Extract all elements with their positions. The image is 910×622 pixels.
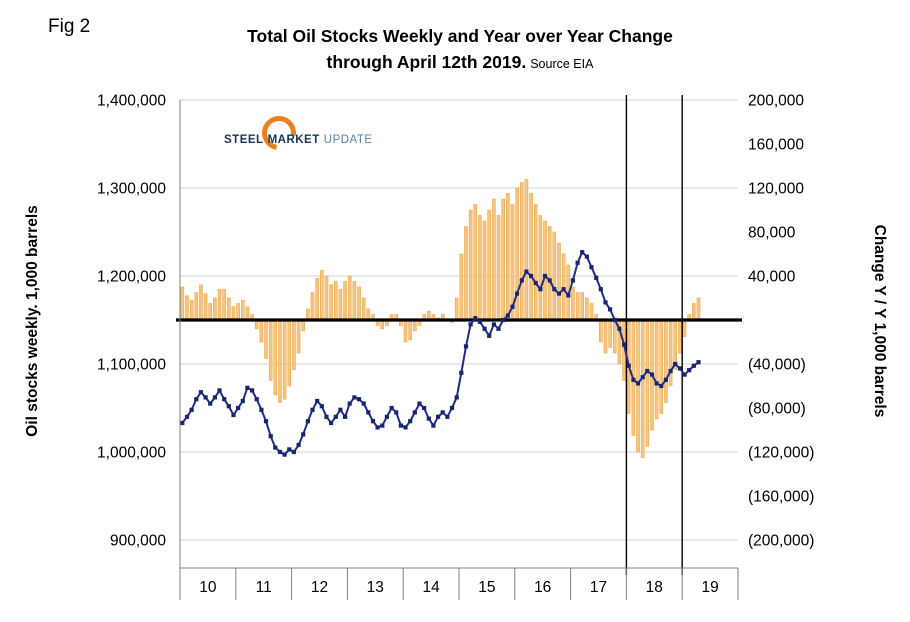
svg-text:(80,000): (80,000) <box>748 401 806 418</box>
svg-text:160,000: 160,000 <box>748 137 804 154</box>
source-label: Source EIA <box>530 57 594 71</box>
svg-text:120,000: 120,000 <box>748 181 804 198</box>
svg-text:13: 13 <box>367 579 384 596</box>
svg-text:11: 11 <box>256 579 272 596</box>
chart-title-line2-wrap: through April 12th 2019. Source EIA <box>120 52 800 73</box>
svg-text:16: 16 <box>534 579 551 596</box>
svg-text:17: 17 <box>590 579 607 596</box>
svg-text:1,200,000: 1,200,000 <box>97 269 166 286</box>
svg-text:80,000: 80,000 <box>748 225 796 242</box>
logo-word-market: MARKET <box>267 134 320 146</box>
smu-logo-text: STEEL MARKET UPDATE <box>224 134 373 146</box>
svg-text:10: 10 <box>199 579 217 596</box>
svg-text:(200,000): (200,000) <box>748 533 814 550</box>
figure-label: Fig 2 <box>48 16 91 37</box>
svg-text:1,400,000: 1,400,000 <box>97 93 166 110</box>
stocks-line <box>181 250 700 456</box>
x-axis <box>179 100 739 600</box>
svg-text:(120,000): (120,000) <box>748 445 814 462</box>
logo-word-update: UPDATE <box>323 134 373 146</box>
grid-lines <box>180 99 738 541</box>
smu-logo: STEEL MARKET UPDATE <box>224 109 404 160</box>
left-tick-labels: 1,400,000 1,300,000 1,200,000 1,100,000 1,00… <box>97 93 166 550</box>
right-tick-labels: 200,000 160,000 120,000 80,000 40,000 (40,000… <box>748 93 814 550</box>
chart-title: Total Oil Stocks Weekly and Year over Ye… <box>120 26 800 73</box>
stocks-markers <box>180 250 701 457</box>
svg-text:(160,000): (160,000) <box>748 489 814 506</box>
svg-text:1,300,000: 1,300,000 <box>97 181 166 198</box>
svg-text:12: 12 <box>311 579 328 596</box>
svg-text:1,000,000: 1,000,000 <box>97 445 166 462</box>
svg-text:15: 15 <box>478 579 495 596</box>
reference-lines <box>625 95 683 575</box>
svg-text:(40,000): (40,000) <box>748 357 806 374</box>
chart-title-line1: Total Oil Stocks Weekly and Year over Ye… <box>247 26 673 46</box>
logo-word-steel: STEEL <box>224 134 264 146</box>
svg-text:900,000: 900,000 <box>110 533 166 550</box>
svg-text:40,000: 40,000 <box>748 269 796 286</box>
svg-text:1,100,000: 1,100,000 <box>97 357 166 374</box>
chart-title-line2: through April 12th 2019. <box>326 52 527 72</box>
x-tick-labels: 10 11 12 13 14 15 16 17 18 19 <box>199 579 718 596</box>
svg-text:19: 19 <box>701 579 718 596</box>
svg-text:200,000: 200,000 <box>748 93 804 110</box>
svg-text:18: 18 <box>646 579 663 596</box>
svg-text:14: 14 <box>422 579 440 596</box>
